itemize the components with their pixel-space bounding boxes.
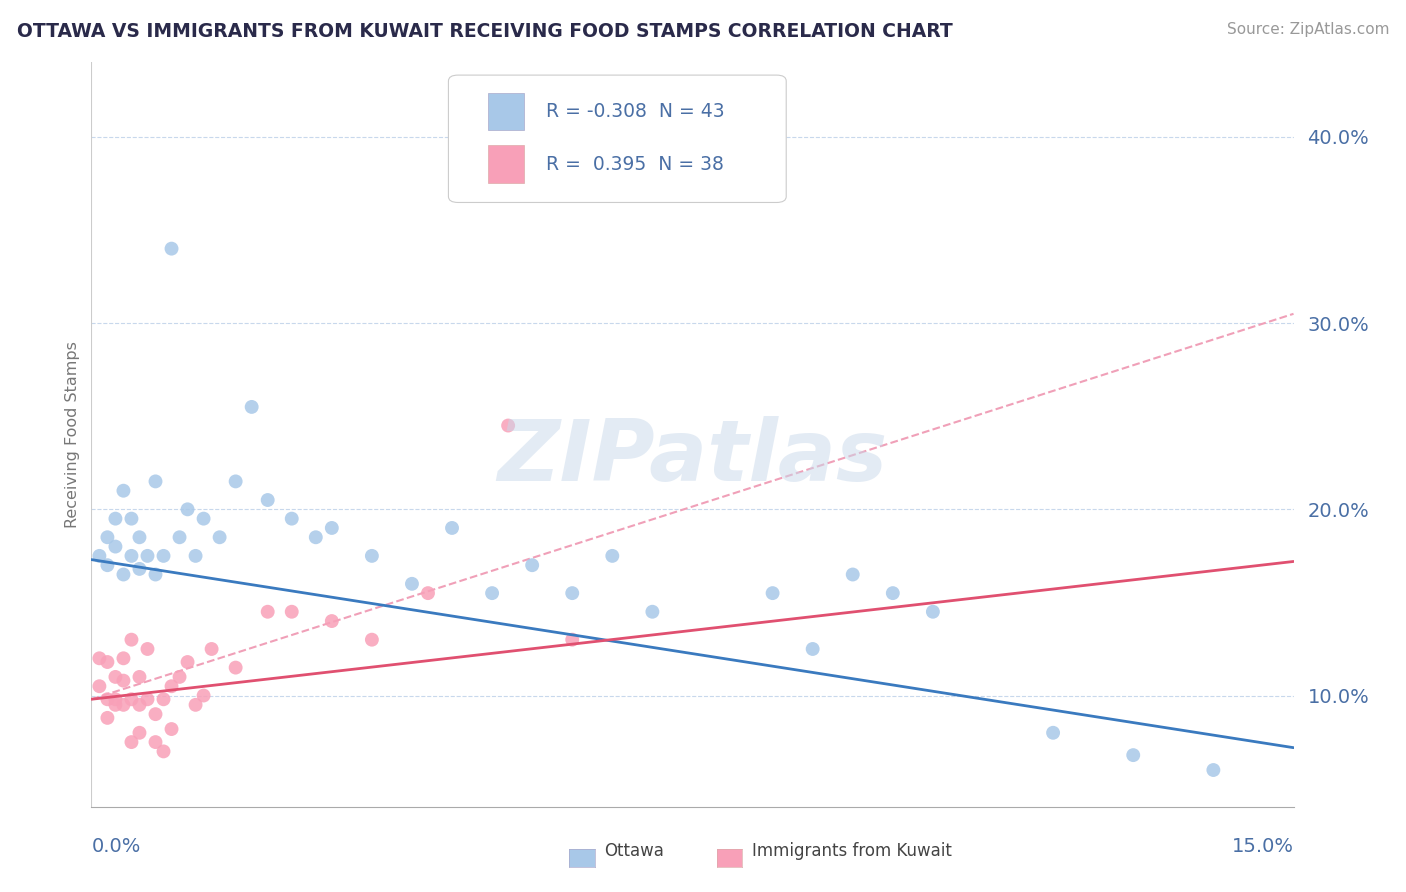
Text: ZIPatlas: ZIPatlas (498, 416, 887, 499)
Point (145, 707, 167, 722)
Point (96, 711, 118, 725)
Point (121, 549, 143, 563)
Point (89, 679, 111, 693)
Point (602, 549, 624, 563)
Point (104, 698, 127, 712)
Point (136, 549, 159, 563)
Point (121, 511, 143, 525)
Point (104, 540, 127, 554)
Point (152, 692, 174, 706)
Point (496, 418, 519, 433)
Point (128, 726, 150, 740)
Point (841, 567, 863, 582)
Point (193, 689, 215, 703)
Point (184, 698, 207, 712)
Point (89, 549, 111, 563)
Text: OTTAWA VS IMMIGRANTS FROM KUWAIT RECEIVING FOOD STAMPS CORRELATION CHART: OTTAWA VS IMMIGRANTS FROM KUWAIT RECEIVI… (17, 22, 953, 41)
Point (104, 692, 127, 706)
Point (128, 670, 150, 684)
Point (1202, 763, 1225, 777)
Point (104, 670, 127, 684)
Point (96, 558, 118, 573)
Point (641, 605, 664, 619)
Point (128, 530, 150, 544)
Point (240, 400, 263, 414)
Text: R = -0.308  N = 43: R = -0.308 N = 43 (546, 102, 724, 121)
Point (112, 651, 135, 665)
Point (256, 493, 278, 508)
Point (522, 558, 544, 573)
Point (112, 698, 135, 712)
FancyBboxPatch shape (449, 75, 786, 202)
Text: 0.0%: 0.0% (91, 837, 141, 856)
Point (121, 632, 143, 647)
Text: 15.0%: 15.0% (1232, 837, 1294, 856)
Point (176, 502, 198, 516)
Point (801, 642, 824, 657)
Point (160, 242, 183, 256)
Point (145, 567, 167, 582)
Point (128, 698, 150, 712)
Point (112, 673, 135, 688)
Point (561, 586, 583, 600)
Point (225, 475, 247, 489)
Point (160, 679, 183, 693)
Point (96, 655, 118, 669)
Point (201, 642, 224, 657)
Point (401, 577, 423, 591)
Bar (488, 145, 524, 183)
Point (145, 735, 167, 749)
Point (882, 586, 904, 600)
Point (152, 744, 174, 758)
Point (112, 483, 135, 498)
Point (169, 530, 191, 544)
Point (160, 722, 183, 736)
Point (152, 549, 174, 563)
Point (169, 670, 191, 684)
Point (281, 511, 304, 525)
Point (440, 521, 463, 535)
Point (121, 735, 143, 749)
Text: Source: ZipAtlas.com: Source: ZipAtlas.com (1226, 22, 1389, 37)
Point (561, 632, 583, 647)
Text: Immigrants from Kuwait: Immigrants from Kuwait (752, 842, 952, 860)
Point (89, 651, 111, 665)
Point (305, 530, 328, 544)
Point (321, 614, 343, 628)
Text: R =  0.395  N = 38: R = 0.395 N = 38 (546, 154, 724, 174)
Point (225, 660, 247, 674)
Point (256, 605, 278, 619)
Point (193, 511, 215, 525)
Point (281, 605, 304, 619)
Bar (488, 93, 524, 130)
Point (128, 562, 150, 576)
Point (121, 692, 143, 706)
Point (922, 605, 945, 619)
Point (112, 567, 135, 582)
Text: Ottawa: Ottawa (605, 842, 665, 860)
Point (762, 586, 785, 600)
Point (360, 549, 382, 563)
Point (360, 632, 382, 647)
Point (184, 549, 207, 563)
Point (96, 692, 118, 706)
Point (321, 521, 343, 535)
Point (1122, 748, 1144, 763)
Point (176, 655, 198, 669)
Point (145, 475, 167, 489)
Point (104, 511, 127, 525)
Y-axis label: Receiving Food Stamps: Receiving Food Stamps (65, 342, 80, 528)
Point (96, 530, 118, 544)
Point (1042, 726, 1064, 740)
Point (136, 642, 159, 657)
Point (481, 586, 503, 600)
Point (208, 530, 231, 544)
Point (136, 692, 159, 706)
Point (416, 586, 439, 600)
